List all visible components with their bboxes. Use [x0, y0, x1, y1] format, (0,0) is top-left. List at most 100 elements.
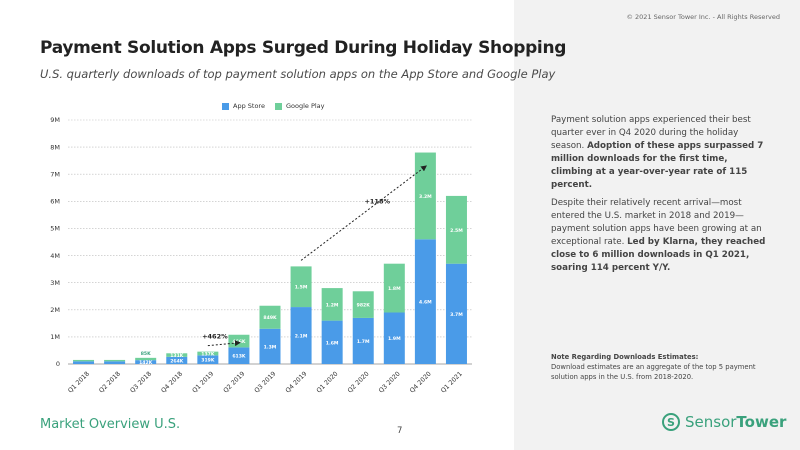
- growth-arrow: [300, 165, 427, 261]
- bar-app-store: [414, 239, 436, 364]
- data-label-google-play: 85K: [141, 351, 151, 357]
- data-label-google-play: 1.2M: [326, 302, 339, 308]
- logo-text: SensorTower: [685, 413, 787, 431]
- legend-label-app-store: App Store: [233, 102, 265, 110]
- data-label-app-store: 1.9M: [388, 336, 401, 342]
- page-title: Payment Solution Apps Surged During Holi…: [40, 38, 567, 58]
- page-subtitle: U.S. quarterly downloads of top payment …: [40, 67, 556, 81]
- x-tick-label: Q2 2019: [222, 370, 246, 394]
- bar-google-play: [166, 353, 188, 357]
- data-label-google-play: 1.8M: [388, 286, 401, 292]
- bar-app-store: [445, 263, 467, 364]
- legend-item-google-play: Google Play: [274, 102, 325, 110]
- y-tick-label: 8M: [50, 143, 60, 151]
- bar-app-store: [321, 320, 343, 364]
- y-tick-label: 6M: [50, 198, 60, 206]
- x-tick-label: Q3 2018: [129, 370, 153, 394]
- chart-legend: App Store Google Play: [222, 102, 325, 110]
- data-label-google-play: 466K: [232, 339, 246, 345]
- data-label-app-store: 319K: [201, 358, 215, 364]
- data-label-app-store: 613K: [232, 354, 246, 360]
- growth-label: +118%: [364, 197, 390, 205]
- insight-1-text: Payment solution apps experienced their …: [551, 115, 751, 151]
- data-label-app-store: 1.7M: [357, 339, 370, 345]
- x-tick-label: Q4 2019: [284, 370, 308, 394]
- x-tick-label: Q1 2019: [191, 370, 215, 394]
- x-tick-label: Q3 2020: [378, 370, 402, 394]
- data-label-google-play: 137K: [201, 351, 215, 357]
- bar-app-store: [197, 355, 219, 364]
- growth-arrow: [207, 340, 241, 347]
- x-tick-label: Q4 2018: [160, 370, 184, 394]
- bar-app-store: [383, 312, 405, 364]
- bar-google-play: [352, 291, 374, 318]
- legend-swatch-app-store: [222, 102, 229, 110]
- insight-2-text: Despite their relatively recent arrival—…: [551, 198, 762, 247]
- bar-app-store: [290, 307, 312, 364]
- bar-app-store: [228, 347, 250, 364]
- data-label-google-play: 131K: [170, 353, 184, 359]
- y-tick-label: 9M: [50, 116, 60, 124]
- bar-google-play: [259, 305, 281, 329]
- data-label-app-store: 2.1M: [295, 334, 308, 340]
- growth-label: +462%: [202, 333, 228, 341]
- y-tick-label: 7M: [50, 170, 60, 178]
- page-number: 7: [397, 426, 403, 436]
- sensor-tower-logo: S SensorTower: [662, 413, 786, 431]
- bar-app-store: [104, 361, 126, 364]
- logo-icon: S: [662, 413, 680, 431]
- legend-swatch-google-play: [274, 102, 282, 110]
- bar-google-play: [104, 359, 126, 362]
- y-tick-label: 3M: [50, 279, 60, 287]
- note-title: Note Regarding Downloads Estimates:: [551, 353, 699, 361]
- x-tick-label: Q1 2021: [440, 370, 464, 394]
- insight-paragraph-1: Payment solution apps experienced their …: [551, 114, 771, 192]
- x-tick-label: Q1 2020: [316, 370, 340, 394]
- copyright: © 2021 Sensor Tower Inc. - All Rights Re…: [626, 13, 780, 21]
- data-label-app-store: 4.6M: [419, 300, 432, 306]
- bar-app-store: [166, 356, 188, 364]
- bar-app-store: [135, 360, 157, 364]
- estimates-note: Note Regarding Downloads Estimates: Down…: [551, 352, 771, 382]
- data-label-google-play: 3.2M: [419, 194, 432, 200]
- y-tick-label: 4M: [50, 252, 60, 260]
- data-label-app-store: 142K: [139, 360, 153, 366]
- x-tick-label: Q2 2018: [98, 370, 122, 394]
- data-label-app-store: 264K: [170, 358, 184, 364]
- data-label-google-play: 2.5M: [450, 228, 463, 234]
- bar-google-play: [135, 357, 157, 361]
- insight-1-highlight: Adoption of these apps surpassed 7 milli…: [551, 141, 764, 190]
- y-tick-label: 0: [56, 360, 60, 368]
- bar-google-play: [321, 288, 343, 321]
- x-tick-label: Q1 2018: [67, 370, 91, 394]
- data-label-google-play: 1.5M: [295, 285, 308, 291]
- bar-google-play: [414, 152, 436, 240]
- x-tick-label: Q3 2019: [253, 370, 277, 394]
- bar-google-play: [290, 266, 312, 308]
- bar-google-play: [197, 351, 219, 356]
- data-label-google-play: 982K: [357, 303, 371, 309]
- insight-2-highlight: Led by Klarna, they reached close to 6 m…: [551, 237, 766, 273]
- bar-google-play: [383, 263, 405, 313]
- note-text: Download estimates are an aggregate of t…: [551, 363, 756, 381]
- legend-label-google-play: Google Play: [285, 102, 325, 110]
- x-tick-label: Q2 2020: [347, 370, 371, 394]
- y-tick-label: 1M: [50, 333, 60, 341]
- data-label-google-play: 849K: [263, 315, 277, 321]
- x-tick-label: Q4 2020: [409, 370, 433, 394]
- bar-app-store: [259, 328, 281, 364]
- data-label-app-store: 1.3M: [264, 344, 277, 350]
- bar-app-store: [352, 317, 374, 364]
- downloads-chart: 0 1M 2M 3M 4M 5M 6M 7M 8M 9M Q1 2018 Q2 2018 142K 85K…: [50, 116, 472, 395]
- legend-item-app-store: App Store: [222, 102, 265, 110]
- data-label-app-store: 1.6M: [326, 340, 339, 346]
- bar-google-play: [445, 195, 467, 264]
- y-tick-label: 5M: [50, 225, 60, 233]
- section-label: Market Overview U.S.: [40, 417, 181, 432]
- insight-paragraph-2: Despite their relatively recent arrival—…: [551, 197, 771, 275]
- data-label-app-store: 3.7M: [450, 312, 463, 318]
- y-tick-label: 2M: [50, 306, 60, 314]
- bar-google-play: [73, 359, 95, 362]
- sidebar-panel: [514, 0, 800, 450]
- bar-app-store: [73, 361, 95, 364]
